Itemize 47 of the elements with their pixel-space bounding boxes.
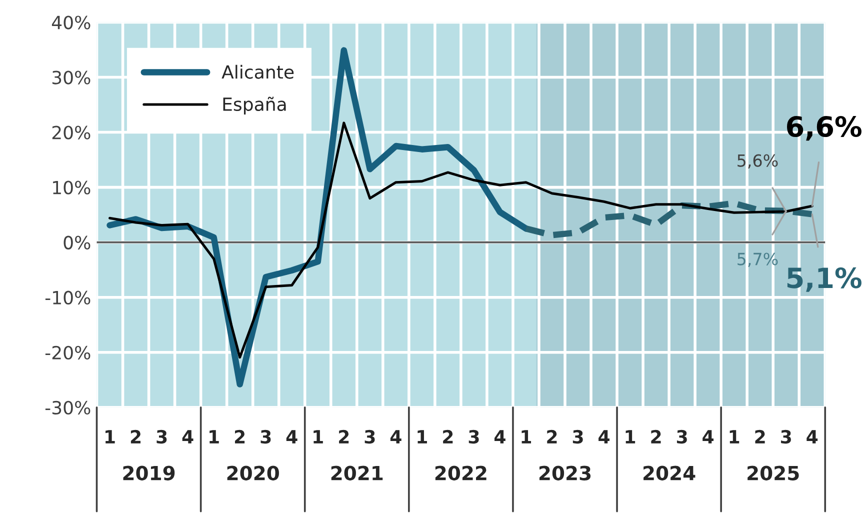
x-tick-label: 4 <box>806 430 818 444</box>
legend-label: España <box>223 96 286 115</box>
x-tick-label: 3 <box>468 430 479 444</box>
y-tick-label: 0% <box>64 236 90 250</box>
x-tick-label: 2 <box>651 430 661 444</box>
x-tick-label: 3 <box>676 430 687 444</box>
y-tick-label: -10% <box>45 290 90 304</box>
x-tick-label: 2 <box>755 430 765 444</box>
x-tick-label: 2 <box>443 430 453 444</box>
x-tick-label: 2 <box>234 430 245 444</box>
x-tick-label: 1 <box>626 430 636 444</box>
x-tick-label: 4 <box>702 430 714 444</box>
x-tick-label: 4 <box>390 430 402 444</box>
x-tick-label: 2 <box>130 430 140 444</box>
data-label: 6,6% <box>787 116 862 141</box>
x-tick-label: 3 <box>260 430 271 444</box>
x-tick-label: 1 <box>314 430 323 444</box>
text: 2022 <box>435 466 486 480</box>
x-tick-label: 1 <box>210 430 219 444</box>
x-tick-label: 4 <box>182 430 194 444</box>
x-tick-label: 1 <box>522 430 532 444</box>
y-tick-label: 40% <box>52 16 90 30</box>
text: 2024 <box>644 466 696 480</box>
data-label: 5,1% <box>787 267 862 292</box>
x-tick-label: 1 <box>418 430 427 444</box>
y-tick-label: 30% <box>52 70 90 84</box>
x-tick-label: 2 <box>339 430 349 444</box>
text: 2023 <box>539 466 591 480</box>
y-tick-label: 10% <box>53 180 90 194</box>
x-tick-label: 3 <box>572 430 583 444</box>
x-tick-label: 1 <box>106 430 115 444</box>
y-tick-label: -20% <box>45 346 90 360</box>
y-tick-label: -30% <box>45 400 90 415</box>
text: 2025 <box>748 466 799 480</box>
x-tick-label: 3 <box>364 430 375 444</box>
x-tick-label: 4 <box>598 430 610 444</box>
x-tick-label: 3 <box>156 430 167 444</box>
text: 2021 <box>331 466 383 480</box>
legend-label: Alicante <box>222 64 294 79</box>
text: 2019 <box>123 466 175 480</box>
x-tick-label: 2 <box>547 430 557 444</box>
text: 2020 <box>227 466 279 480</box>
x-tick-label: 4 <box>286 430 298 444</box>
x-tick-label: 1 <box>730 430 740 444</box>
y-tick-label: 20% <box>52 126 90 140</box>
x-tick-label: 3 <box>781 430 791 444</box>
x-tick-label: 4 <box>494 430 506 444</box>
